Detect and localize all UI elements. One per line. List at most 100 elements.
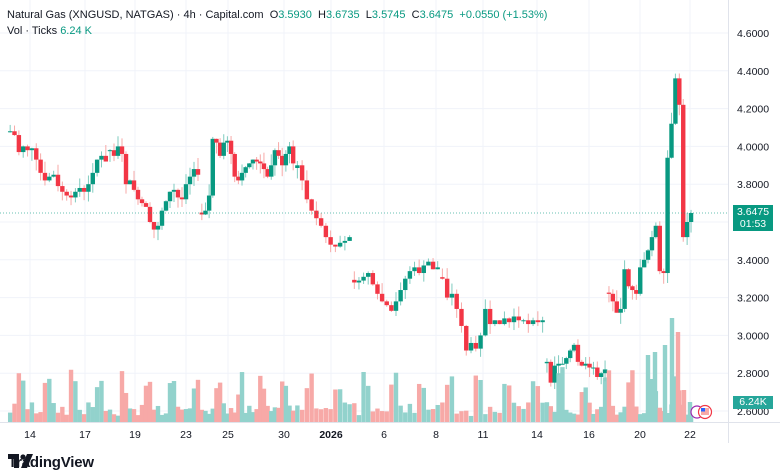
volume-bar xyxy=(403,412,408,422)
candle-body xyxy=(232,153,237,177)
volume-bar xyxy=(171,381,177,422)
candle-body xyxy=(575,344,581,362)
candle-body xyxy=(16,135,22,153)
candle-body xyxy=(103,155,109,162)
volume-bar xyxy=(127,408,133,422)
volume-bar xyxy=(179,409,185,422)
candle-body xyxy=(81,187,87,192)
candle-body xyxy=(393,301,399,311)
volume-bar xyxy=(94,387,100,422)
volume-bar xyxy=(239,372,245,422)
candle-body xyxy=(34,148,39,160)
candle-body xyxy=(243,167,248,173)
volume-bar xyxy=(115,415,121,422)
candle-body xyxy=(511,316,517,323)
candle-body xyxy=(540,320,545,323)
candle-body xyxy=(464,325,469,351)
volume-bar xyxy=(511,402,517,422)
volume-bar xyxy=(16,373,22,422)
candle-body xyxy=(657,225,662,272)
time-tick: 6 xyxy=(381,429,387,441)
volume-bar xyxy=(203,410,208,422)
symbol-name[interactable]: Natural Gas (XNGUSD, NATGAS) xyxy=(7,9,174,21)
candle-body xyxy=(375,284,380,294)
candle-body xyxy=(119,146,125,154)
volume-bar xyxy=(610,405,616,422)
volume-bar xyxy=(398,405,403,422)
chart-frame[interactable]: 4.6000 4.4000 4.2000 4.0000 3.8000 3.4000 3.20… xyxy=(0,0,780,443)
volume-bar xyxy=(163,413,169,422)
candle-body xyxy=(163,201,169,211)
volume-bar xyxy=(151,409,157,422)
candle-body xyxy=(673,78,678,124)
candle-body xyxy=(147,206,153,222)
candle-body xyxy=(123,153,129,185)
candle-body xyxy=(183,184,189,200)
volume-bar xyxy=(675,332,681,422)
candle-body xyxy=(171,189,177,192)
candle-body xyxy=(356,280,362,283)
volume-bar xyxy=(449,376,455,422)
bar-countdown: 01:53 xyxy=(739,218,767,230)
candle-body xyxy=(645,250,651,260)
volume-bar xyxy=(81,414,87,422)
price-tick: 4.6000 xyxy=(737,28,769,40)
volume-bar xyxy=(199,409,205,422)
volume-bar xyxy=(51,403,56,422)
volume-bar xyxy=(421,387,426,422)
candle-body xyxy=(280,155,285,166)
candle-body xyxy=(115,146,121,156)
candle-body xyxy=(94,159,100,173)
time-tick: 20 xyxy=(634,429,646,441)
volume-bar xyxy=(657,407,662,422)
time-tick: 17 xyxy=(79,429,91,441)
volume-bar xyxy=(247,405,252,422)
volume-bar xyxy=(389,384,394,422)
volume-bar xyxy=(614,414,619,422)
volume-bar xyxy=(687,402,693,422)
volume-bar xyxy=(356,415,362,422)
high-value: 3.6735 xyxy=(325,9,360,21)
candle-body xyxy=(225,140,230,143)
volume-bar xyxy=(665,412,670,422)
volume-bar xyxy=(280,381,285,422)
volume-bar xyxy=(318,409,324,422)
candle-body xyxy=(328,237,333,245)
last-price-badge: 3.6475 01:53 xyxy=(733,205,773,231)
tradingview-logo[interactable]: TradingView xyxy=(8,454,94,471)
candle-body xyxy=(304,180,310,200)
candle-body xyxy=(688,213,694,222)
volume-bar xyxy=(276,407,281,422)
volume-bar xyxy=(210,408,215,422)
candle-body xyxy=(641,259,647,268)
price-tick: 4.2000 xyxy=(737,104,769,116)
volume-bar xyxy=(38,412,43,422)
time-tick: 8 xyxy=(433,429,439,441)
volume-bar xyxy=(540,402,545,422)
volume-bar xyxy=(7,412,13,422)
interval[interactable]: 4h xyxy=(183,9,196,21)
volume-bar xyxy=(468,415,474,422)
candle-body xyxy=(564,358,569,364)
volume-label[interactable]: Vol · Ticks xyxy=(7,25,58,37)
last-price: 3.6475 xyxy=(736,206,770,218)
volume-bar xyxy=(487,406,493,422)
volume-bar xyxy=(309,373,314,422)
volume-bar xyxy=(183,409,189,422)
volume-bar xyxy=(68,369,74,422)
volume-bar xyxy=(426,409,431,422)
volume-bar xyxy=(375,408,380,422)
volume-bar xyxy=(416,383,422,422)
volume-bar xyxy=(595,409,600,422)
open-value: 3.5930 xyxy=(278,9,312,21)
candle-body xyxy=(342,240,348,243)
candle-body xyxy=(507,318,512,323)
time-tick: 2026 xyxy=(319,429,343,441)
candle-body xyxy=(276,150,281,156)
volume-bar xyxy=(272,407,278,422)
volume-bar xyxy=(602,377,608,422)
candle-body xyxy=(99,155,104,160)
candlestick-chart[interactable]: 4.6000 4.4000 4.2000 4.0000 3.8000 3.4000 3.20… xyxy=(0,0,780,443)
candle-body xyxy=(195,169,201,175)
low-value: 3.5745 xyxy=(371,9,406,21)
